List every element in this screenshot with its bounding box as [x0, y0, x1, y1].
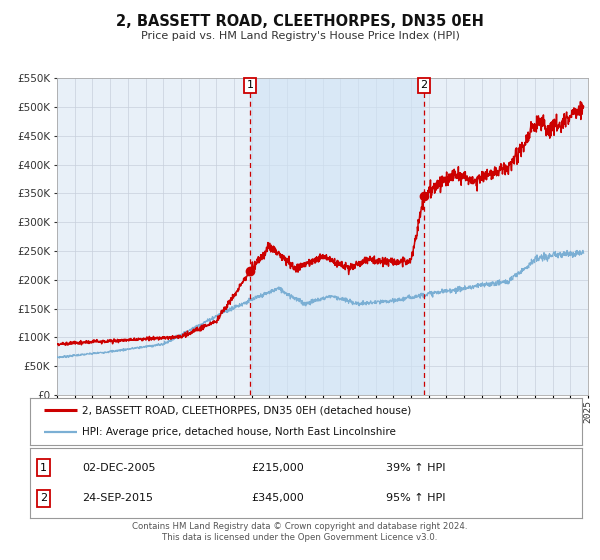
Text: This data is licensed under the Open Government Licence v3.0.: This data is licensed under the Open Gov…: [163, 533, 437, 542]
Text: £215,000: £215,000: [251, 463, 304, 473]
Text: 95% ↑ HPI: 95% ↑ HPI: [386, 493, 446, 503]
Text: Contains HM Land Registry data © Crown copyright and database right 2024.: Contains HM Land Registry data © Crown c…: [132, 522, 468, 531]
Text: £345,000: £345,000: [251, 493, 304, 503]
Text: 2, BASSETT ROAD, CLEETHORPES, DN35 0EH: 2, BASSETT ROAD, CLEETHORPES, DN35 0EH: [116, 14, 484, 29]
Text: HPI: Average price, detached house, North East Lincolnshire: HPI: Average price, detached house, Nort…: [82, 427, 397, 437]
Text: 1: 1: [40, 463, 47, 473]
Text: 1: 1: [247, 80, 254, 90]
Bar: [250, 78, 424, 395]
Text: 39% ↑ HPI: 39% ↑ HPI: [386, 463, 446, 473]
Text: 2: 2: [421, 80, 427, 90]
Text: 2: 2: [40, 493, 47, 503]
Text: Price paid vs. HM Land Registry's House Price Index (HPI): Price paid vs. HM Land Registry's House …: [140, 31, 460, 41]
Text: 24-SEP-2015: 24-SEP-2015: [82, 493, 154, 503]
Text: 2, BASSETT ROAD, CLEETHORPES, DN35 0EH (detached house): 2, BASSETT ROAD, CLEETHORPES, DN35 0EH (…: [82, 405, 412, 416]
Text: 02-DEC-2005: 02-DEC-2005: [82, 463, 156, 473]
